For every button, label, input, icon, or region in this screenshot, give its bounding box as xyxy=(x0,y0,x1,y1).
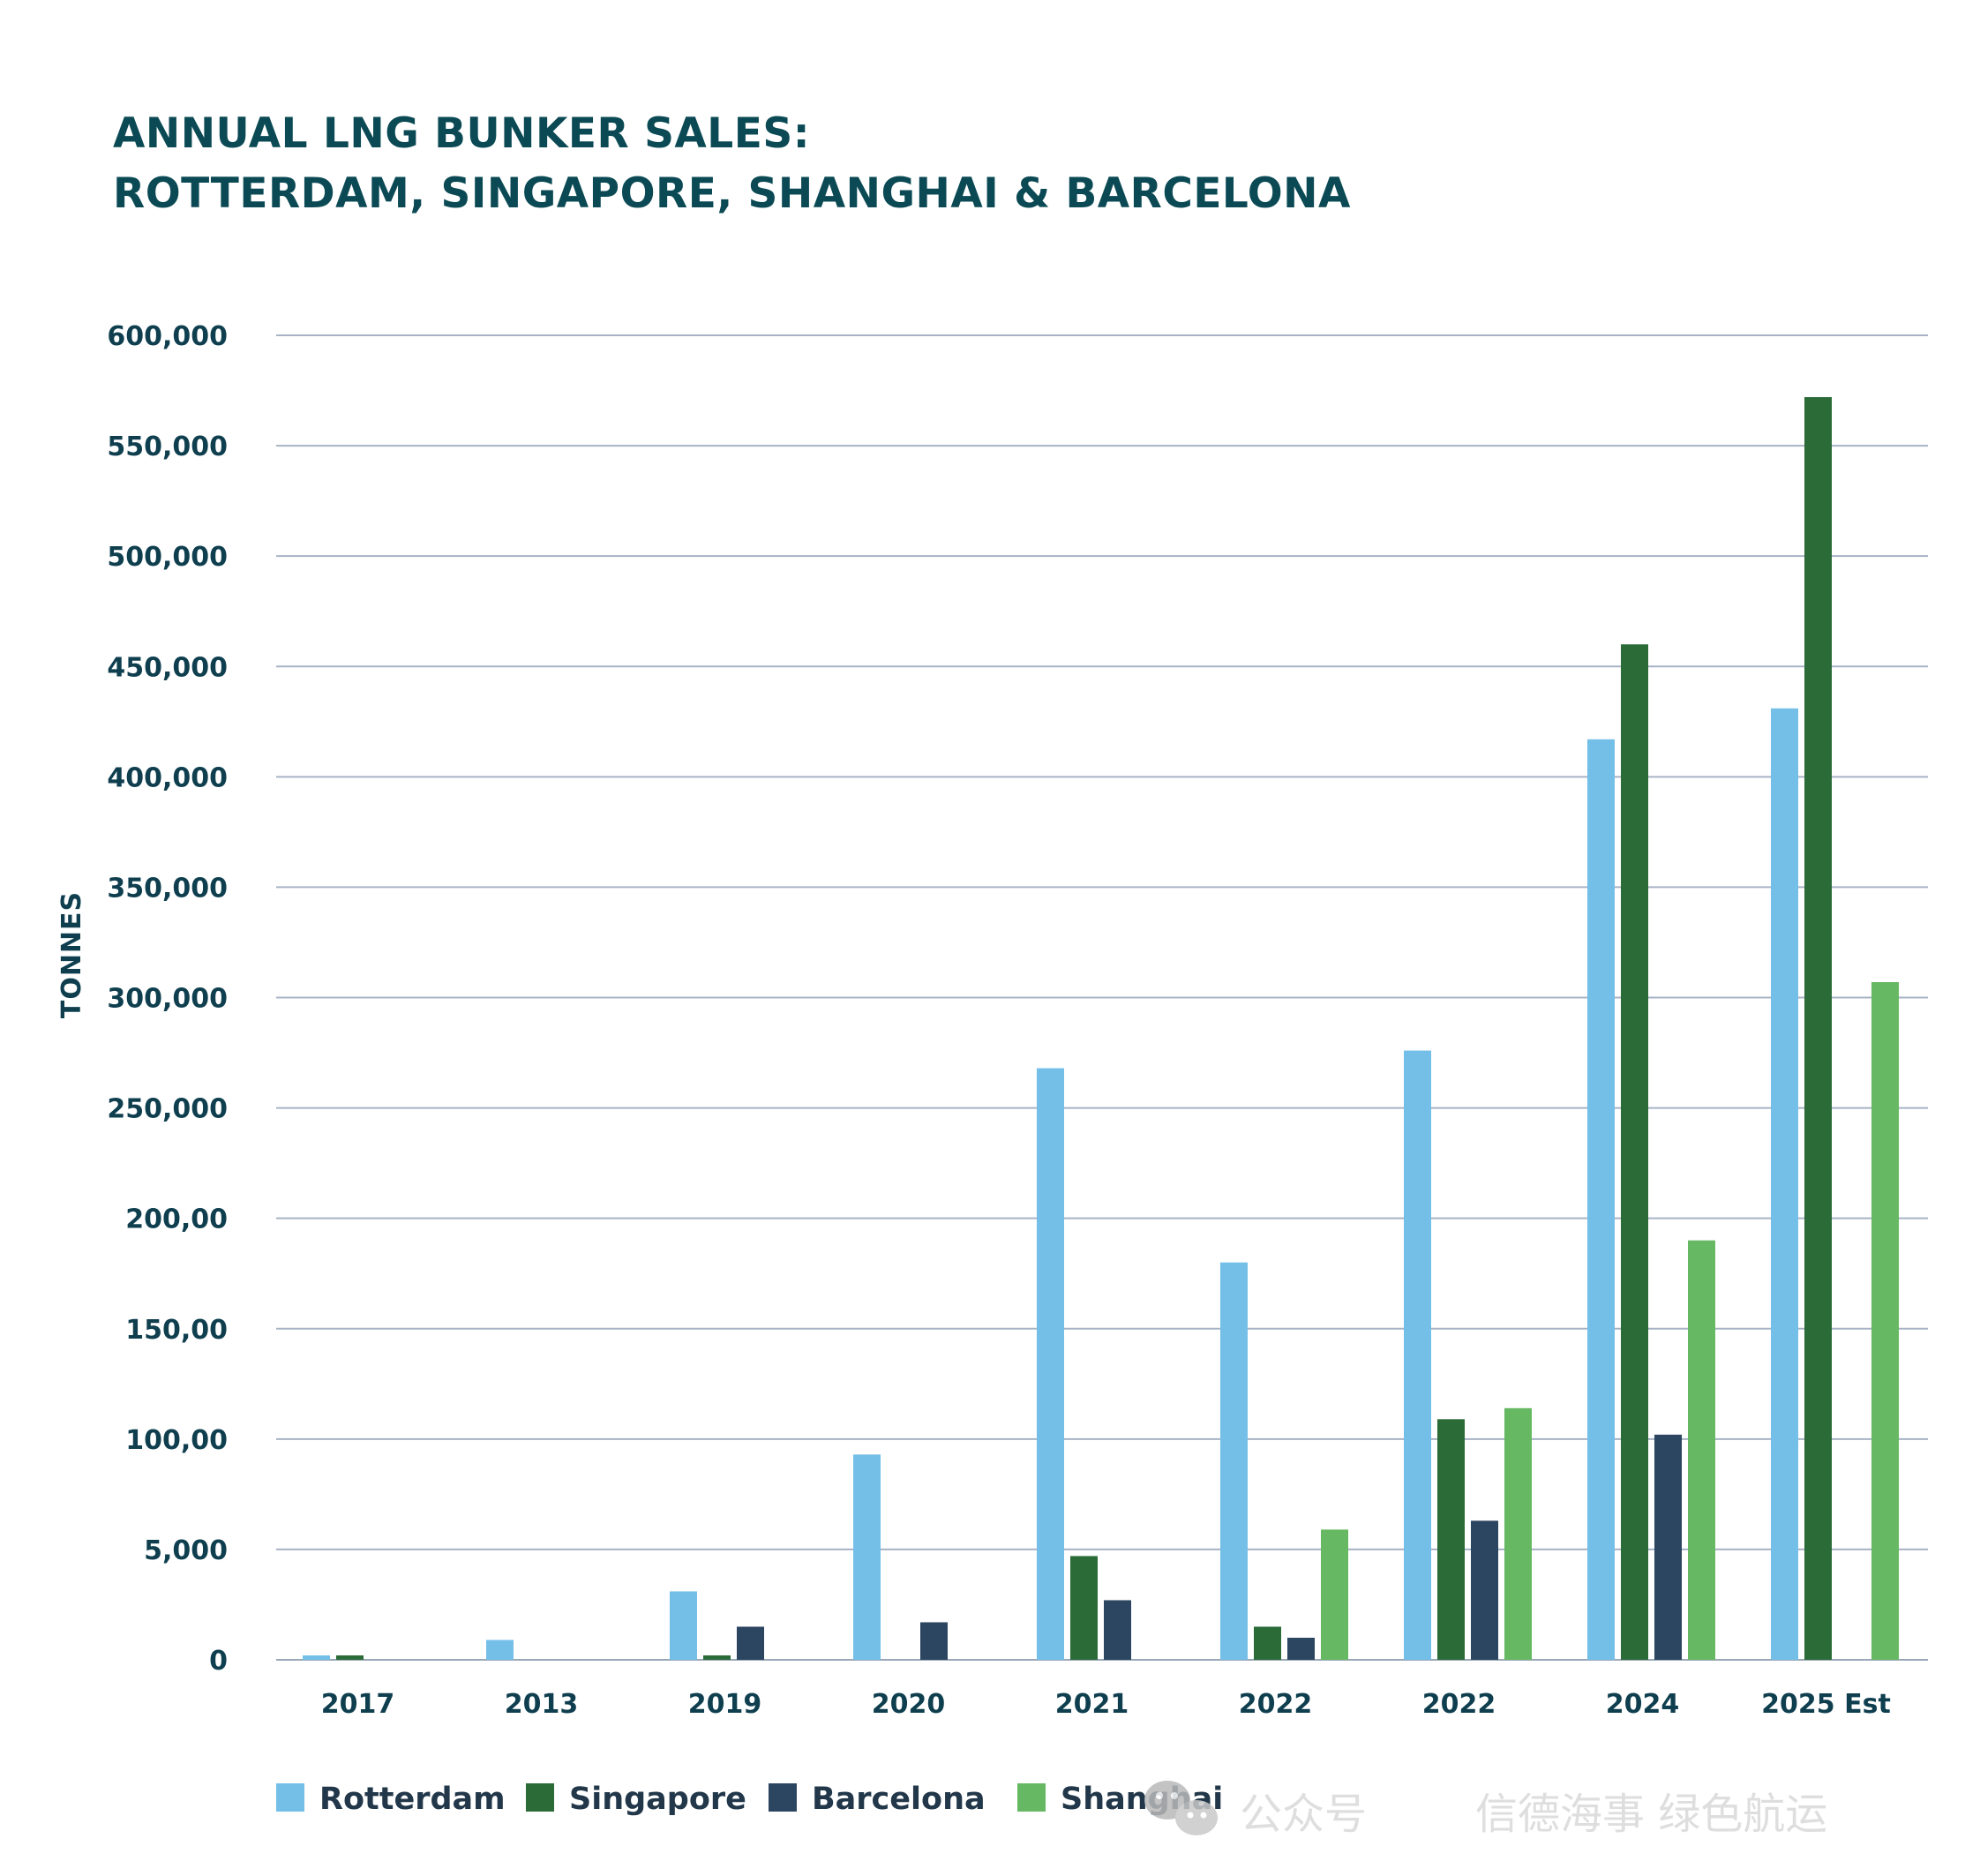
bar-barcelona xyxy=(1654,1434,1682,1660)
x-tick-label: 2013 xyxy=(505,1689,579,1720)
bar-singapore xyxy=(1621,644,1648,1660)
y-tick-label: 300,000 xyxy=(107,984,228,1015)
bar-singapore xyxy=(1437,1419,1465,1660)
x-tick-label: 2022 xyxy=(1239,1689,1313,1720)
x-tick-label: 2024 xyxy=(1606,1689,1680,1720)
legend-label-barcelona: Barcelona xyxy=(812,1782,986,1817)
legend: Rotterdam Singapore Barcelona Shanghai xyxy=(276,1782,1223,1817)
x-tick-label: 2017 xyxy=(321,1689,395,1720)
bar-rotterdam xyxy=(1404,1050,1431,1660)
bar-singapore xyxy=(1070,1556,1098,1660)
bars xyxy=(303,397,1899,1661)
y-tick-label: 150,00 xyxy=(125,1315,228,1346)
bar-rotterdam xyxy=(303,1655,330,1660)
legend-swatch-shanghai xyxy=(1017,1783,1046,1812)
chart-title-line-2: ROTTERDAM, SINGAPORE, SHANGHAI & BARCELO… xyxy=(113,169,1351,218)
y-tick-label: 600,000 xyxy=(107,321,228,352)
y-tick-label: 350,000 xyxy=(107,873,228,904)
chart-title-line-1: ANNUAL LNG BUNKER SALES: xyxy=(113,109,811,158)
legend-label-singapore: Singapore xyxy=(569,1782,746,1817)
bar-rotterdam xyxy=(486,1640,514,1660)
bar-shanghai xyxy=(1871,981,1899,1660)
bar-barcelona xyxy=(1287,1637,1315,1660)
gridlines xyxy=(276,334,1928,1661)
bar-shanghai xyxy=(1321,1529,1348,1660)
bar-rotterdam xyxy=(1037,1068,1064,1660)
x-tick-label: 2019 xyxy=(688,1689,762,1720)
chart-title: ANNUAL LNG BUNKER SALES: ROTTERDAM, SING… xyxy=(113,104,1351,224)
bar-rotterdam xyxy=(853,1454,881,1660)
watermark: 公众号 信德海事 绿色航运 xyxy=(1144,1781,1827,1839)
bar-shanghai xyxy=(1688,1240,1715,1660)
y-tick-label: 100,00 xyxy=(125,1425,228,1456)
bar-singapore xyxy=(1254,1626,1281,1660)
bar-singapore xyxy=(1804,397,1832,1661)
y-tick-label: 5,000 xyxy=(144,1535,228,1566)
watermark-account-name: 信德海事 绿色航运 xyxy=(1475,1790,1827,1839)
bar-rotterdam xyxy=(670,1591,697,1660)
bar-rotterdam xyxy=(1220,1262,1248,1660)
bar-barcelona xyxy=(1104,1600,1131,1660)
y-tick-label: 450,000 xyxy=(107,652,228,683)
y-tick-label: 250,000 xyxy=(107,1094,228,1125)
y-tick-label: 200,00 xyxy=(125,1204,228,1235)
x-tick-label: 2020 xyxy=(872,1689,946,1720)
bar-barcelona xyxy=(1471,1520,1498,1660)
legend-label-rotterdam: Rotterdam xyxy=(319,1782,506,1817)
legend-swatch-singapore xyxy=(526,1783,554,1812)
x-tick-label: 2021 xyxy=(1055,1689,1129,1720)
bar-singapore xyxy=(703,1655,731,1660)
x-tick-label: 2022 xyxy=(1422,1689,1496,1720)
wechat-icon xyxy=(1144,1781,1218,1835)
legend-swatch-barcelona xyxy=(769,1783,797,1812)
x-axis-ticks: 2017 2013 2019 2020 2021 2022 2022 2024 2025 Est xyxy=(321,1689,1891,1720)
y-axis-title: TONNES xyxy=(56,891,87,1018)
x-tick-label: 2025 Est xyxy=(1761,1689,1891,1720)
legend-swatch-rotterdam xyxy=(276,1783,304,1812)
bar-rotterdam xyxy=(1771,708,1798,1660)
bar-shanghai xyxy=(1504,1407,1532,1660)
y-tick-label: 400,000 xyxy=(107,762,228,793)
bar-rotterdam xyxy=(1587,739,1615,1661)
bar-barcelona xyxy=(920,1622,948,1660)
y-axis-ticks: 0 5,000 100,00 150,00 200,00 250,000 300,000 35… xyxy=(107,321,228,1677)
watermark-account-label: 公众号 xyxy=(1240,1790,1367,1839)
y-tick-label: 500,000 xyxy=(107,542,228,573)
bar-singapore xyxy=(336,1655,364,1660)
y-tick-label: 550,000 xyxy=(107,431,228,462)
y-tick-label: 0 xyxy=(209,1646,228,1677)
bar-barcelona xyxy=(737,1626,764,1660)
